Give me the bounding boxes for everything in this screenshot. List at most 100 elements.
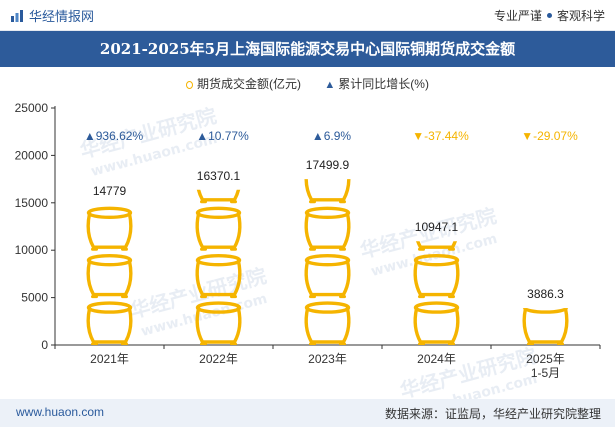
coin-pot-icon [86, 206, 133, 251]
footer-source: 数据来源：证监局，华经产业研究院整理 [384, 407, 601, 421]
bar-icons [413, 241, 460, 346]
coin-pot-icon [304, 179, 351, 204]
coin-icon [186, 81, 194, 89]
legend: 期货成交金额(亿元) ▲ 累计同比增长(%) [0, 75, 615, 92]
top-bar: 华经情报网 专业严谨 客观科学 [0, 0, 615, 31]
bar-icons [304, 179, 351, 345]
title-bar: 2021-2025年5月上海国际能源交易中心国际铜期货成交金额 [0, 31, 615, 67]
brand-name: 华经情报网 [29, 9, 95, 24]
bar [522, 308, 569, 345]
pot-rim [195, 301, 242, 314]
dot-icon [546, 13, 552, 19]
bar [86, 206, 133, 345]
chart-title: 2021-2025年5月上海国际能源交易中心国际铜期货成交金额 [99, 40, 516, 58]
brand-logo-icon [11, 9, 23, 22]
slogan: 专业严谨 客观科学 [494, 7, 605, 24]
triangle-up-icon: ▲ [324, 79, 336, 91]
pot-rim [304, 206, 351, 220]
coin-pot-icon [304, 301, 351, 345]
footer-url[interactable]: www.huaon.com [16, 405, 105, 419]
pot-body [413, 259, 460, 297]
pot-body [86, 212, 133, 249]
bar-icons [86, 206, 133, 345]
y-tick-label: 5000 [21, 291, 48, 305]
coin-pot-icon [304, 206, 351, 251]
coin-pot-icon [196, 189, 241, 204]
pot-rim [413, 301, 460, 314]
bar-icons [522, 308, 569, 345]
slogan-right: 客观科学 [556, 9, 605, 23]
data-label: 16370.1 [197, 169, 241, 183]
x-tick-label: 2022年 [199, 352, 238, 366]
footer: www.huaon.com 数据来源：证监局，华经产业研究院整理 [0, 399, 615, 427]
pot-body [86, 306, 133, 344]
coin-pot-icon [304, 254, 351, 299]
pot-body [304, 179, 351, 202]
x-tick-label: 1-5月 [531, 366, 560, 380]
legend-label-growth: 累计同比增长(%) [338, 77, 429, 91]
bar-icons [195, 189, 242, 345]
legend-item-growth[interactable]: ▲ 累计同比增长(%) [324, 77, 429, 91]
pot-rim [304, 301, 351, 314]
pot-rim [195, 206, 242, 220]
y-tick-label: 25000 [15, 101, 49, 115]
legend-item-amount[interactable]: 期货成交金额(亿元) [186, 77, 301, 91]
pot-body [195, 259, 242, 297]
data-label: 3886.3 [527, 287, 564, 301]
axes: 0 5000 10000 15000 20000 25000 2021年 2022年 2023年… [15, 101, 601, 380]
legend-label-amount: 期货成交金额(亿元) [197, 77, 302, 91]
coin-pot-icon [413, 254, 460, 299]
coin-pot-icon [86, 301, 133, 345]
pot-body [304, 259, 351, 297]
growth-label: ▼-29.07% [521, 129, 578, 143]
growth-label: ▼-37.44% [412, 129, 469, 143]
y-tick-label: 20000 [15, 148, 49, 162]
coin-pot-icon [522, 308, 569, 345]
x-tick-label: 2021年 [90, 352, 129, 366]
x-tick-label: 2025年 [526, 352, 565, 366]
pot-rim [86, 254, 133, 267]
y-tick-label: 0 [41, 338, 48, 352]
growth-label: ▲6.9% [312, 129, 352, 143]
data-label: 14779 [93, 184, 127, 198]
pot-rim [304, 254, 351, 267]
bar [195, 189, 242, 345]
pot-rim [522, 308, 569, 314]
chart-marks: 14779 ▲936.62% 16370.1 ▲10.77% 17499.9 ▲6.9% 1… [84, 129, 578, 346]
pot-body [522, 308, 569, 344]
pot-body [413, 306, 460, 344]
coin-pot-icon [415, 241, 458, 251]
pot-rim [413, 254, 460, 267]
pot-rim [86, 301, 133, 314]
growth-label: ▲10.77% [196, 129, 249, 143]
data-label: 10947.1 [415, 220, 459, 234]
pot-body [195, 306, 242, 344]
coin-pot-icon [195, 254, 242, 299]
coin-pot-icon [413, 301, 460, 346]
pot-body [195, 212, 242, 249]
x-tick-label: 2023年 [308, 352, 347, 366]
pot-rim [86, 206, 133, 220]
bar [413, 241, 460, 346]
data-label: 17499.9 [306, 158, 350, 172]
pot-body [304, 306, 351, 344]
growth-label: ▲936.62% [84, 129, 144, 143]
y-tick-label: 15000 [15, 196, 49, 210]
brand[interactable]: 华经情报网 [10, 6, 94, 25]
x-tick-label: 2024年 [417, 352, 456, 366]
pot-body [415, 241, 458, 249]
coin-pot-icon [195, 206, 242, 251]
bar [304, 179, 351, 345]
pot-body [196, 189, 241, 202]
y-tick-label: 10000 [15, 243, 49, 257]
slogan-left: 专业严谨 [493, 9, 542, 23]
coin-pot-icon [86, 254, 133, 299]
pot-body [304, 212, 351, 249]
pot-body [86, 259, 133, 297]
pot-rim [195, 254, 242, 267]
coin-pot-icon [195, 301, 242, 345]
